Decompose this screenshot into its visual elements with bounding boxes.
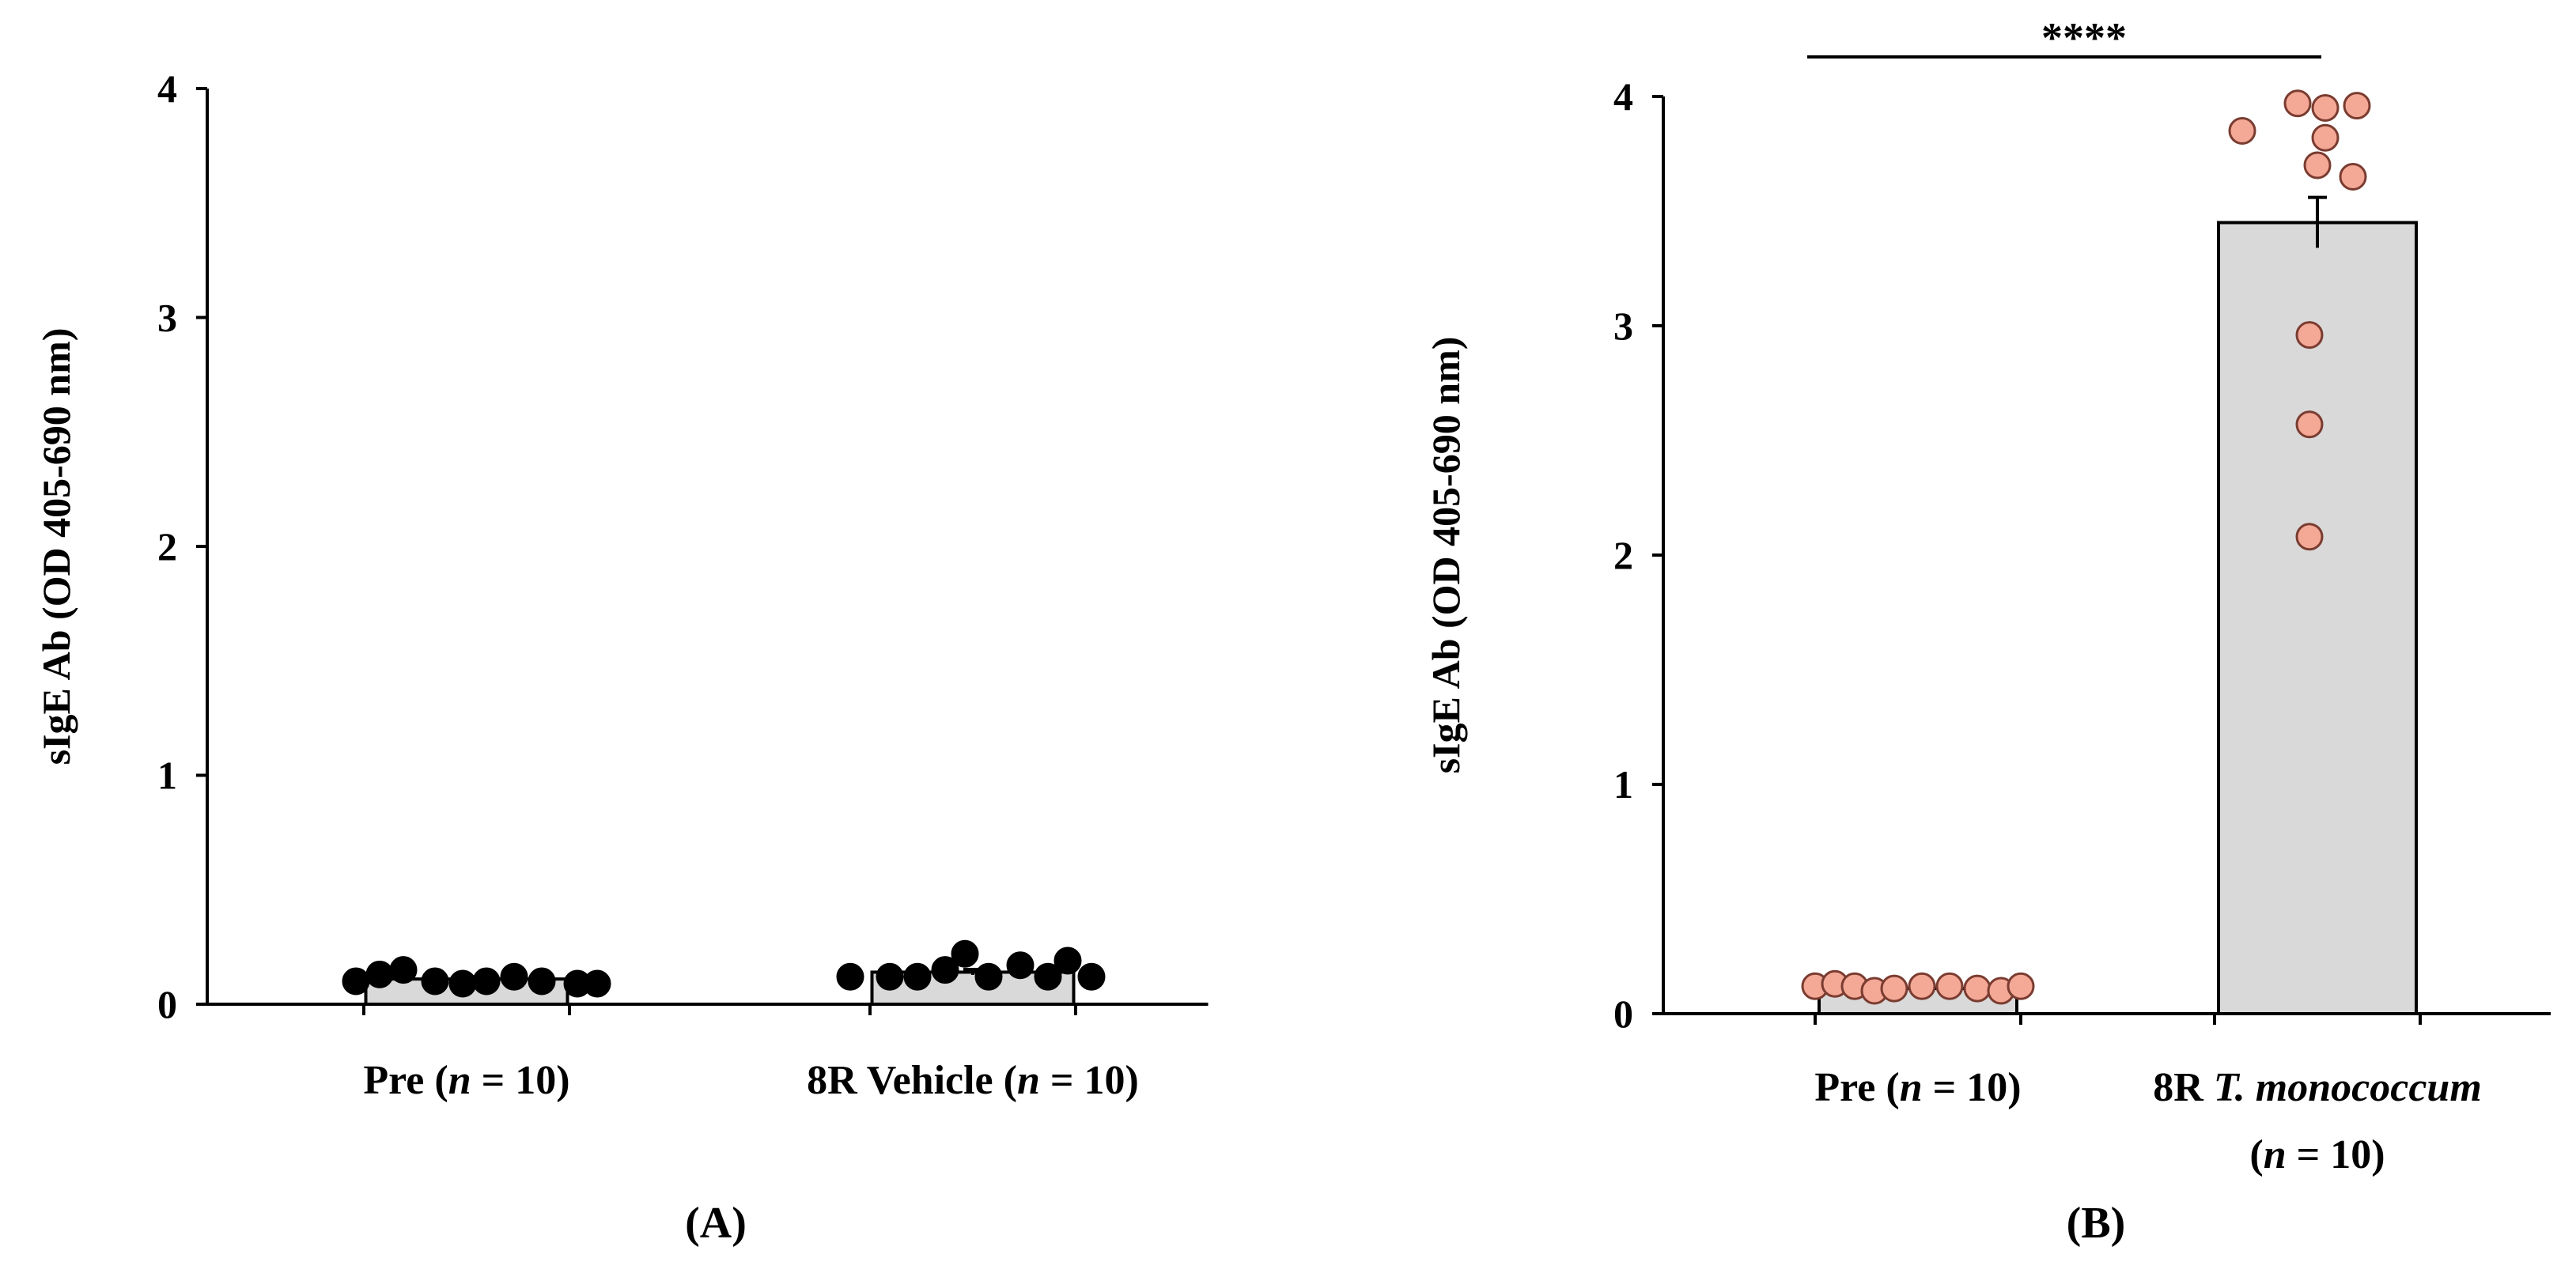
y-tick-label: 2	[1613, 533, 1633, 577]
data-point	[2007, 972, 2035, 1000]
y-tick-label: 1	[157, 754, 177, 798]
data-point	[2228, 117, 2256, 145]
label-part: n	[448, 1058, 471, 1103]
y-tick-label: 0	[157, 982, 177, 1026]
label-part: = 10)	[1923, 1065, 2022, 1110]
data-point	[342, 967, 370, 996]
label-part: n	[1017, 1058, 1040, 1103]
label-part: 8R	[2153, 1065, 2214, 1110]
label-part: = 10)	[471, 1058, 570, 1103]
data-point	[2283, 89, 2312, 118]
data-point	[2295, 523, 2324, 551]
data-point	[500, 962, 528, 991]
label-part: = 10)	[2287, 1132, 2385, 1177]
data-point	[931, 956, 959, 984]
data-point	[1034, 962, 1062, 991]
data-point	[365, 960, 394, 988]
y-tick-label: 4	[157, 66, 177, 111]
label-part: T. monococcum	[2214, 1065, 2482, 1110]
data-point	[1006, 951, 1035, 980]
data-point	[2303, 151, 2332, 179]
data-point	[528, 967, 556, 996]
bar	[2217, 221, 2418, 1015]
y-axis-label: sIgE Ab (OD 405-690 nm)	[1424, 337, 1468, 774]
data-point	[2343, 92, 2371, 120]
data-point	[583, 969, 611, 998]
data-point	[2295, 410, 2324, 439]
label-part: Pre (	[363, 1058, 448, 1103]
label-part: = 10)	[1040, 1058, 1139, 1103]
data-point	[951, 939, 979, 968]
data-point	[2311, 94, 2340, 122]
data-point	[1077, 962, 1106, 991]
x-category-label-line2: (n = 10)	[2249, 1132, 2385, 1177]
panel-label: (B)	[2067, 1199, 2126, 1248]
data-point	[389, 956, 418, 984]
label-part: n	[1900, 1065, 1923, 1110]
label-part: 8R Vehicle (	[807, 1058, 1017, 1103]
panel-label: (A)	[685, 1199, 747, 1248]
label-part: n	[2264, 1132, 2287, 1177]
data-point	[421, 967, 449, 996]
x-category-label: 8R T. monococcum	[2153, 1065, 2482, 1110]
data-point	[448, 969, 477, 998]
data-point	[1963, 974, 1992, 1003]
y-axis-label: sIgE Ab (OD 405-690 nm)	[34, 328, 78, 765]
y-tick-label: 2	[157, 524, 177, 569]
data-point	[903, 962, 932, 991]
data-point	[1935, 972, 1964, 1000]
x-category-label: Pre (n = 10)	[363, 1058, 569, 1103]
data-point	[1053, 946, 1082, 975]
significance-label: ****	[2041, 14, 2127, 62]
x-category-label: 8R Vehicle (n = 10)	[807, 1058, 1139, 1103]
data-point	[1908, 972, 1936, 1000]
data-point	[836, 962, 864, 991]
x-category-label: Pre (n = 10)	[1814, 1065, 2021, 1110]
data-point	[876, 962, 904, 991]
data-point	[2339, 163, 2367, 191]
y-tick-label: 1	[1613, 762, 1633, 807]
data-point	[1880, 974, 1908, 1003]
label-part: Pre (	[1814, 1065, 1899, 1110]
y-tick-label: 0	[1613, 992, 1633, 1036]
label-part: (	[2249, 1132, 2263, 1177]
y-tick-label: 4	[1613, 74, 1633, 119]
y-tick-label: 3	[1613, 304, 1633, 348]
y-tick-label: 3	[157, 296, 177, 340]
data-point	[2311, 123, 2340, 152]
data-point	[2295, 321, 2324, 349]
data-point	[472, 967, 501, 996]
data-point	[974, 962, 1003, 991]
